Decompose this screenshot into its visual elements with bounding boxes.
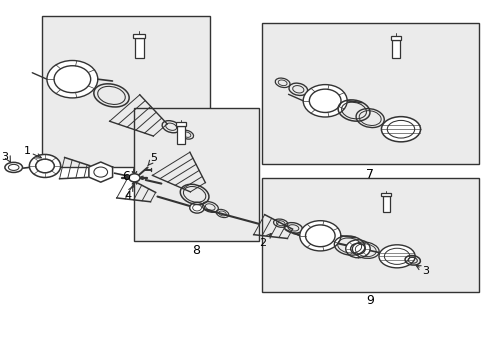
Ellipse shape bbox=[381, 117, 420, 142]
Circle shape bbox=[129, 174, 140, 182]
Bar bbox=[382, 196, 389, 212]
Bar bbox=[391, 40, 399, 58]
Circle shape bbox=[309, 89, 340, 112]
Bar bbox=[177, 126, 184, 144]
Circle shape bbox=[303, 85, 346, 117]
Circle shape bbox=[29, 154, 61, 177]
Circle shape bbox=[189, 202, 204, 213]
Bar bbox=[41, 16, 210, 167]
Bar bbox=[261, 23, 478, 164]
Text: 1: 1 bbox=[23, 146, 41, 158]
Bar bbox=[390, 36, 401, 40]
Ellipse shape bbox=[384, 248, 409, 264]
Text: 6: 6 bbox=[122, 170, 130, 183]
Text: 9: 9 bbox=[366, 294, 373, 307]
Circle shape bbox=[54, 66, 90, 93]
Bar bbox=[134, 108, 259, 241]
Text: 5: 5 bbox=[147, 153, 157, 166]
Bar bbox=[175, 122, 186, 126]
Ellipse shape bbox=[386, 120, 414, 138]
Text: 4: 4 bbox=[124, 186, 132, 201]
Ellipse shape bbox=[378, 245, 414, 268]
Bar bbox=[261, 178, 478, 292]
Circle shape bbox=[36, 159, 54, 173]
Text: 3: 3 bbox=[415, 266, 428, 276]
Text: 2: 2 bbox=[259, 233, 271, 248]
Bar bbox=[135, 38, 143, 58]
Text: 3: 3 bbox=[1, 152, 8, 162]
Text: 8: 8 bbox=[192, 244, 200, 257]
Circle shape bbox=[350, 243, 365, 254]
Polygon shape bbox=[89, 162, 112, 182]
Bar bbox=[381, 193, 390, 196]
Circle shape bbox=[305, 225, 334, 247]
Text: 7: 7 bbox=[366, 168, 373, 181]
Circle shape bbox=[345, 240, 369, 258]
Bar bbox=[133, 34, 145, 38]
Circle shape bbox=[47, 60, 98, 98]
Circle shape bbox=[299, 221, 340, 251]
